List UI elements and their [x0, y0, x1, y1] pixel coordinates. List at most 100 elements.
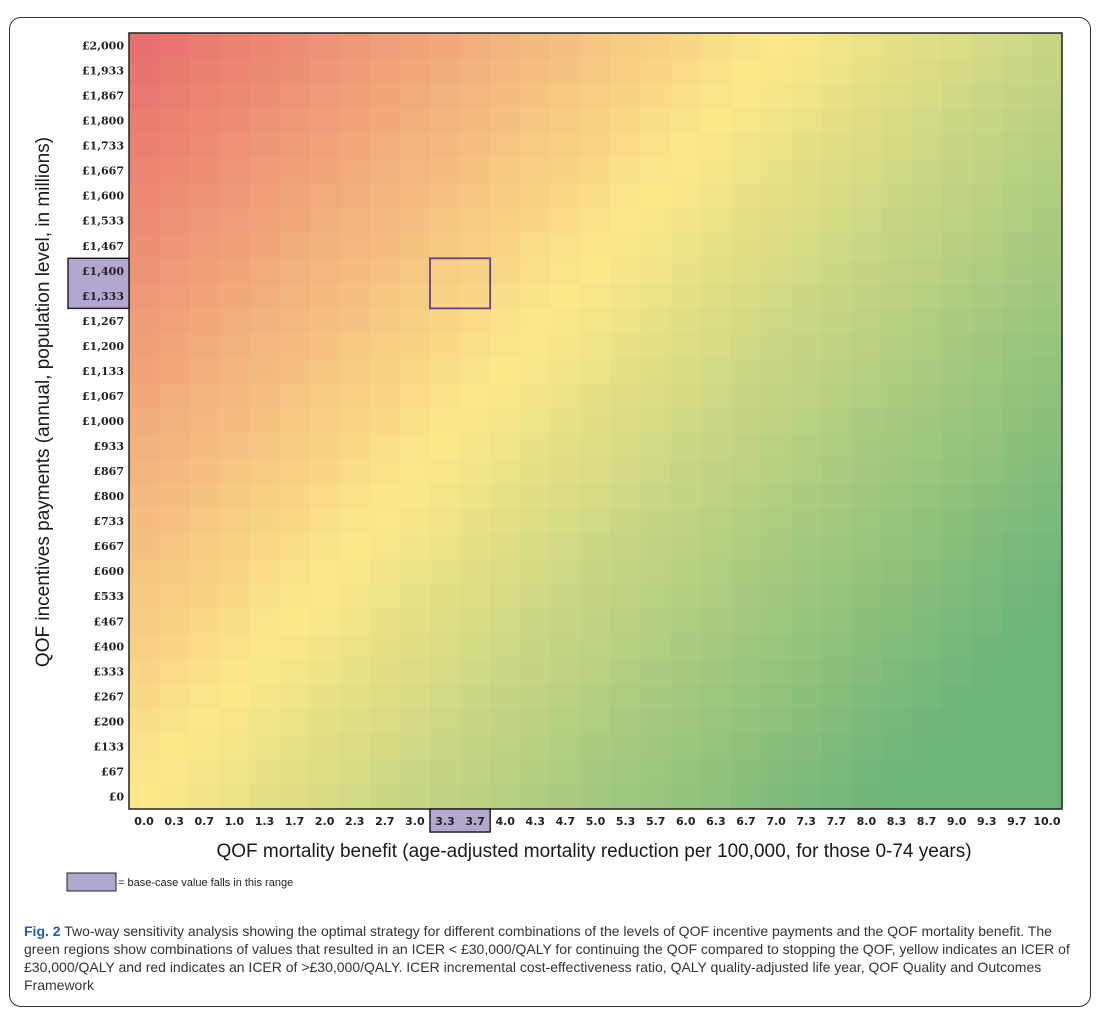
heatmap-cell — [971, 308, 1003, 334]
heatmap-cell — [490, 458, 521, 485]
heatmap-cell — [1031, 508, 1063, 535]
heatmap-cell — [971, 758, 1003, 785]
heatmap-cell — [129, 458, 160, 485]
heatmap-cell — [911, 83, 943, 109]
heatmap-cell — [219, 633, 250, 660]
heatmap-cell — [580, 408, 612, 435]
heatmap-cell — [670, 208, 702, 234]
heatmap-cell — [791, 383, 822, 410]
heatmap-cell — [249, 658, 281, 685]
heatmap-cell — [279, 533, 311, 560]
heatmap-cell — [640, 83, 672, 109]
heatmap-cell — [670, 533, 702, 560]
heatmap-cell — [851, 758, 883, 785]
heatmap-cell — [460, 208, 491, 234]
heatmap-cell — [429, 108, 461, 134]
heatmap-cell — [309, 708, 341, 735]
heatmap-cell — [851, 658, 883, 685]
heatmap-cell — [851, 783, 883, 810]
heatmap-cell — [490, 333, 521, 360]
heatmap-cell — [791, 583, 822, 610]
heatmap-cell — [670, 283, 702, 309]
heatmap-cell — [339, 233, 371, 259]
heatmap-cell — [761, 458, 792, 485]
heatmap-cell — [189, 308, 220, 334]
heatmap-cell — [129, 408, 160, 435]
heatmap-cell — [791, 608, 822, 635]
heatmap-cell — [1001, 783, 1033, 810]
heatmap-cell — [700, 483, 732, 510]
heatmap-cell — [339, 458, 371, 485]
heatmap-cell — [339, 208, 371, 234]
heatmap-cell — [700, 133, 732, 159]
heatmap-cell — [550, 33, 582, 59]
heatmap-cell — [580, 708, 612, 735]
heatmap-cell — [761, 183, 792, 209]
heatmap-cell — [159, 258, 190, 284]
heatmap-cell — [1031, 658, 1063, 685]
heatmap-cell — [730, 58, 762, 84]
heatmap-cell — [1031, 158, 1063, 184]
heatmap-cell — [369, 508, 401, 535]
heatmap-cell — [640, 33, 672, 59]
heatmap-cell — [1001, 583, 1033, 610]
heatmap-cell — [369, 133, 401, 159]
x-tick-label: 2.7 — [375, 815, 395, 828]
heatmap-cell — [791, 408, 822, 435]
heatmap-cell — [730, 483, 762, 510]
figure-frame — [9, 17, 1091, 1007]
heatmap-cell — [550, 633, 582, 660]
heatmap-cell — [911, 508, 943, 535]
heatmap-cell — [520, 33, 551, 59]
heatmap-cell — [761, 683, 792, 710]
heatmap-cell — [429, 233, 461, 259]
heatmap-cell — [219, 183, 250, 209]
heatmap-cell — [189, 383, 220, 410]
heatmap-cell — [911, 708, 943, 735]
heatmap-cell — [821, 633, 852, 660]
heatmap-cell — [429, 33, 461, 59]
heatmap-cell — [399, 158, 431, 184]
heatmap-cell — [249, 208, 281, 234]
heatmap-cell — [429, 283, 461, 309]
heatmap-cell — [791, 183, 822, 209]
heatmap-cell — [399, 583, 431, 610]
heatmap-cell — [219, 208, 250, 234]
heatmap-cell — [1001, 183, 1033, 209]
y-tick-label: £267 — [93, 690, 124, 703]
y-tick-label: £67 — [101, 765, 124, 778]
heatmap-cell — [309, 583, 341, 610]
heatmap-cell — [610, 158, 642, 184]
heatmap-cell — [761, 58, 792, 84]
heatmap-cell — [309, 283, 341, 309]
heatmap-cell — [369, 708, 401, 735]
heatmap-cell — [339, 308, 371, 334]
heatmap-cell — [429, 633, 461, 660]
heatmap-cell — [219, 33, 250, 59]
heatmap-cell — [429, 83, 461, 109]
heatmap-cell — [580, 508, 612, 535]
heatmap-cell — [881, 508, 913, 535]
heatmap-cell — [429, 683, 461, 710]
heatmap-cell — [1031, 108, 1063, 134]
heatmap-cell — [881, 208, 913, 234]
heatmap-cell — [640, 483, 672, 510]
heatmap-cell — [881, 358, 913, 385]
heatmap-cell — [670, 583, 702, 610]
heatmap-cell — [490, 383, 521, 410]
heatmap-cell — [700, 58, 732, 84]
heatmap-cell — [941, 158, 973, 184]
heatmap-cell — [520, 383, 551, 410]
heatmap-cell — [520, 683, 551, 710]
heatmap-cell — [730, 33, 762, 59]
heatmap-cell — [1031, 558, 1063, 585]
heatmap-cell — [640, 783, 672, 810]
heatmap-cell — [550, 58, 582, 84]
heatmap-cell — [640, 583, 672, 610]
heatmap-cell — [971, 258, 1003, 284]
heatmap-cell — [730, 358, 762, 385]
heatmap-cell — [339, 508, 371, 535]
heatmap-cell — [399, 358, 431, 385]
heatmap-cell — [1001, 283, 1033, 309]
heatmap-cell — [1001, 733, 1033, 760]
